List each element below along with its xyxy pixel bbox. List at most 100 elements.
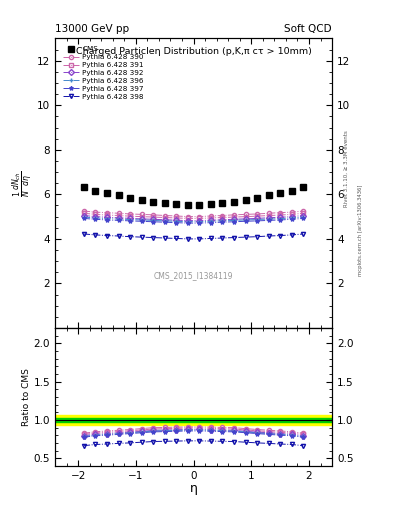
Pythia 6.428 391 xyxy=(266,212,271,219)
Pythia 6.428 390 xyxy=(105,209,109,216)
Pythia 6.428 390 xyxy=(209,213,213,219)
CMS xyxy=(209,201,213,207)
Pythia 6.428 396 xyxy=(128,217,132,223)
CMS xyxy=(93,188,98,194)
Pythia 6.428 392 xyxy=(151,216,156,222)
Pythia 6.428 392 xyxy=(231,216,236,222)
Text: Rivet 3.1.10, ≥ 3.3M events: Rivet 3.1.10, ≥ 3.3M events xyxy=(344,131,349,207)
Pythia 6.428 391 xyxy=(105,212,109,218)
CMS xyxy=(174,201,178,207)
Pythia 6.428 397 xyxy=(81,216,86,222)
Pythia 6.428 390 xyxy=(93,209,98,215)
Pythia 6.428 391 xyxy=(81,210,86,217)
Pythia 6.428 397 xyxy=(105,217,109,223)
CMS xyxy=(231,199,236,205)
Pythia 6.428 398 xyxy=(278,232,283,239)
Pythia 6.428 392 xyxy=(278,214,283,220)
Pythia 6.428 398 xyxy=(81,231,86,237)
Pythia 6.428 397 xyxy=(162,219,167,225)
Pythia 6.428 391 xyxy=(289,211,294,218)
CMS xyxy=(185,202,190,208)
Pythia 6.428 390 xyxy=(243,211,248,218)
Pythia 6.428 396 xyxy=(197,219,202,225)
Y-axis label: Ratio to CMS: Ratio to CMS xyxy=(22,368,31,426)
Pythia 6.428 397 xyxy=(278,217,283,223)
Pythia 6.428 390 xyxy=(151,212,156,218)
Pythia 6.428 391 xyxy=(185,216,190,222)
Pythia 6.428 398 xyxy=(220,235,225,241)
Pythia 6.428 397 xyxy=(139,218,144,224)
Pythia 6.428 390 xyxy=(174,213,178,219)
Text: Charged Particleη Distribution (p,K,π cτ > 10mm): Charged Particleη Distribution (p,K,π cτ… xyxy=(75,47,312,56)
Pythia 6.428 391 xyxy=(197,216,202,222)
Line: Pythia 6.428 391: Pythia 6.428 391 xyxy=(82,211,305,221)
Pythia 6.428 398 xyxy=(197,236,202,242)
Pythia 6.428 396 xyxy=(243,217,248,223)
Pythia 6.428 390 xyxy=(266,210,271,217)
Pythia 6.428 390 xyxy=(278,209,283,216)
Pythia 6.428 391 xyxy=(278,212,283,218)
CMS xyxy=(197,202,202,208)
Pythia 6.428 398 xyxy=(151,234,156,241)
Pythia 6.428 392 xyxy=(116,215,121,221)
Pythia 6.428 398 xyxy=(185,236,190,242)
Pythia 6.428 396 xyxy=(81,214,86,220)
Pythia 6.428 392 xyxy=(174,217,178,223)
Pythia 6.428 396 xyxy=(278,216,283,222)
Pythia 6.428 397 xyxy=(289,216,294,222)
Pythia 6.428 398 xyxy=(231,234,236,241)
Pythia 6.428 392 xyxy=(289,214,294,220)
Pythia 6.428 396 xyxy=(105,216,109,222)
Pythia 6.428 391 xyxy=(151,214,156,220)
Pythia 6.428 390 xyxy=(301,208,306,214)
Pythia 6.428 396 xyxy=(231,217,236,223)
CMS xyxy=(116,193,121,199)
CMS xyxy=(255,195,259,201)
Pythia 6.428 391 xyxy=(209,215,213,221)
Pythia 6.428 397 xyxy=(197,220,202,226)
Pythia 6.428 396 xyxy=(255,217,259,223)
Pythia 6.428 391 xyxy=(93,211,98,218)
Pythia 6.428 392 xyxy=(162,217,167,223)
Pythia 6.428 398 xyxy=(93,232,98,238)
Pythia 6.428 397 xyxy=(93,216,98,222)
Pythia 6.428 392 xyxy=(185,218,190,224)
Pythia 6.428 397 xyxy=(116,217,121,223)
Pythia 6.428 392 xyxy=(255,216,259,222)
Pythia 6.428 392 xyxy=(209,217,213,223)
Y-axis label: $\frac{1}{N}\frac{dN_{ch}}{d\eta}$: $\frac{1}{N}\frac{dN_{ch}}{d\eta}$ xyxy=(10,170,35,197)
Pythia 6.428 390 xyxy=(139,211,144,218)
Pythia 6.428 391 xyxy=(255,213,259,219)
Pythia 6.428 392 xyxy=(139,216,144,222)
CMS xyxy=(220,200,225,206)
Pythia 6.428 398 xyxy=(105,232,109,239)
X-axis label: η: η xyxy=(189,482,198,495)
Pythia 6.428 397 xyxy=(128,218,132,224)
Pythia 6.428 392 xyxy=(301,212,306,219)
Text: mcplots.cern.ch [arXiv:1306.3436]: mcplots.cern.ch [arXiv:1306.3436] xyxy=(358,185,363,276)
Pythia 6.428 396 xyxy=(209,218,213,224)
Legend: CMS, Pythia 6.428 390, Pythia 6.428 391, Pythia 6.428 392, Pythia 6.428 396, Pyt: CMS, Pythia 6.428 390, Pythia 6.428 391,… xyxy=(61,45,145,101)
Line: Pythia 6.428 397: Pythia 6.428 397 xyxy=(82,217,305,225)
Pythia 6.428 398 xyxy=(116,233,121,239)
Pythia 6.428 397 xyxy=(174,220,178,226)
Pythia 6.428 392 xyxy=(266,215,271,221)
Pythia 6.428 396 xyxy=(266,216,271,222)
Line: Pythia 6.428 396: Pythia 6.428 396 xyxy=(82,215,305,224)
Pythia 6.428 398 xyxy=(139,234,144,240)
Text: 13000 GeV pp: 13000 GeV pp xyxy=(55,24,129,34)
Pythia 6.428 397 xyxy=(301,216,306,222)
Pythia 6.428 391 xyxy=(220,215,225,221)
Text: Soft QCD: Soft QCD xyxy=(285,24,332,34)
Pythia 6.428 392 xyxy=(93,214,98,220)
CMS xyxy=(289,188,294,194)
Line: Pythia 6.428 398: Pythia 6.428 398 xyxy=(82,232,305,241)
Pythia 6.428 392 xyxy=(197,218,202,224)
Pythia 6.428 397 xyxy=(151,219,156,225)
Pythia 6.428 398 xyxy=(174,236,178,242)
Pythia 6.428 398 xyxy=(289,232,294,238)
Pythia 6.428 396 xyxy=(185,219,190,225)
Pythia 6.428 390 xyxy=(162,212,167,219)
Pythia 6.428 397 xyxy=(255,218,259,224)
Pythia 6.428 390 xyxy=(231,212,236,218)
